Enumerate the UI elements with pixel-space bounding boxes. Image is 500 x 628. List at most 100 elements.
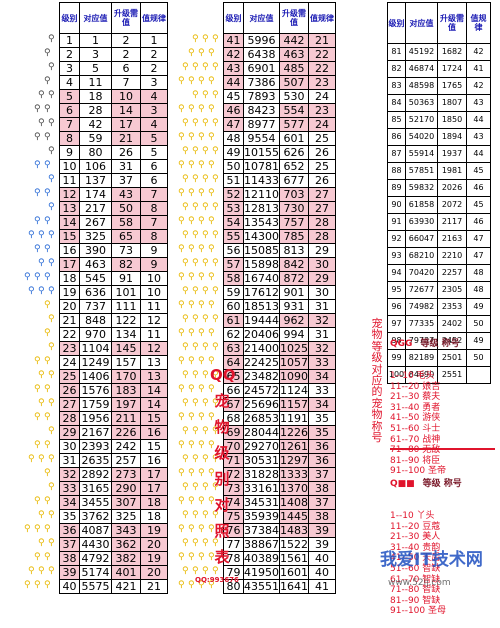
bone-icon: ⚲ — [202, 342, 209, 352]
table-row: 49 10155 626 26 — [223, 145, 336, 160]
cell-level: 3 — [59, 61, 80, 76]
bone-icon: ⚲ — [48, 538, 55, 548]
bone-icon: ⚲ — [208, 384, 215, 394]
cell-value: 37384 — [243, 523, 280, 538]
cell-pattern: 4 — [140, 89, 168, 104]
cell-value: 59 — [79, 131, 112, 146]
table-row: 87 55914 1937 44 — [387, 145, 491, 163]
cell-pattern: 12 — [140, 313, 168, 328]
watermark-text: 我爱IT技术网 — [380, 550, 483, 570]
cell-value: 57851 — [405, 162, 438, 180]
table-row: 48 9554 601 25 — [223, 131, 336, 146]
cell-pattern: 37 — [308, 467, 336, 482]
bone-icon: ⚲ — [44, 468, 51, 478]
cell-value: 52170 — [405, 111, 438, 129]
legend-q-brand: Q■■ — [390, 479, 415, 490]
cell-level: 67 — [223, 397, 244, 412]
bone-icon: ⚲ — [212, 398, 219, 408]
bone-icon: ⚲ — [34, 440, 41, 450]
bone-icon: ⚲ — [182, 230, 189, 240]
cell-value: 33161 — [243, 481, 280, 496]
cell-pattern: 34 — [308, 397, 336, 412]
bone-icon: ⚲ — [178, 216, 185, 226]
bone-icon: ⚲ — [182, 202, 189, 212]
table-row: 45 7893 530 24 — [223, 89, 336, 104]
bone-icon: ⚲ — [48, 510, 55, 520]
bone-icon: ⚲ — [212, 34, 219, 44]
bone-icon: ⚲ — [38, 370, 45, 380]
cell-level: 12 — [59, 187, 80, 202]
bone-icon: ⚲ — [192, 286, 199, 296]
bone-icon: ⚲ — [202, 482, 209, 492]
cell-upgrade: 145 — [111, 341, 141, 356]
bone-icon: ⚲ — [188, 300, 195, 310]
bone-icon: ⚲ — [212, 118, 219, 128]
cell-value: 848 — [79, 313, 112, 328]
bone-icon: ⚲ — [38, 454, 45, 464]
cell-pattern: 3 — [140, 75, 168, 90]
cell-level: 9 — [59, 145, 80, 160]
cell-upgrade: 10 — [111, 89, 141, 104]
bone-icon: ⚲ — [192, 510, 199, 520]
cell-level: 7 — [59, 117, 80, 132]
cell-upgrade: 1370 — [279, 481, 309, 496]
cell-pattern: 19 — [140, 551, 168, 566]
cell-level: 43 — [223, 61, 244, 76]
cell-pattern: 49 — [466, 332, 491, 350]
cell-upgrade: 82 — [111, 257, 141, 272]
cell-pattern: 45 — [466, 196, 491, 214]
cell-pattern: 13 — [140, 369, 168, 384]
cell-upgrade: 1090 — [279, 369, 309, 384]
cell-value: 390 — [79, 243, 112, 258]
bone-icon: ⚲ — [202, 202, 209, 212]
cell-value: 545 — [79, 271, 112, 286]
table-row: 11 137 37 6 — [59, 173, 168, 188]
table-row: 93 68210 2210 47 — [387, 247, 491, 265]
bone-icon: ⚲ — [208, 132, 215, 142]
table-row: 80 43551 1641 41 — [223, 579, 336, 594]
cell-value: 59832 — [405, 179, 438, 197]
cell-pattern: 33 — [308, 383, 336, 398]
cell-pattern: 31 — [308, 299, 336, 314]
cell-pattern: 11 — [140, 327, 168, 342]
cell-value: 1759 — [79, 397, 112, 412]
cell-level: 41 — [223, 33, 244, 48]
cell-value: 3762 — [79, 509, 112, 524]
table-row: 30 2393 242 15 — [59, 439, 168, 454]
bone-icon: ⚲ — [198, 412, 205, 422]
cell-upgrade: 507 — [279, 75, 309, 90]
level-table-1: 级别 对应值 升级需值 值规律 1 1 2 1 2 3 2 2 3 5 6 2 4 11 7 3 5 18 10 4 6… — [59, 2, 168, 594]
table-row: 29 2167 226 16 — [59, 425, 168, 440]
bone-icon: ⚲ — [178, 552, 185, 562]
bone-icon: ⚲ — [212, 510, 219, 520]
cell-value: 16740 — [243, 271, 280, 286]
bone-icon: ⚲ — [44, 356, 51, 366]
level-table-2: 级别 对应值 升级需值 值规律 41 5996 442 21 42 6438 463 22 43… — [223, 2, 336, 594]
cell-level: 81 — [387, 43, 406, 61]
bone-icon: ⚲ — [44, 384, 51, 394]
table-row: 35 3762 325 18 — [59, 509, 168, 524]
cell-upgrade: 1226 — [279, 425, 309, 440]
bone-icon: ⚲ — [208, 216, 215, 226]
bone-icon: ⚲ — [178, 328, 185, 338]
cell-value: 24572 — [243, 383, 280, 398]
cell-level: 59 — [223, 285, 244, 300]
table-row: 84 50363 1807 43 — [387, 94, 491, 112]
cell-value: 10781 — [243, 159, 280, 174]
cell-upgrade: 785 — [279, 229, 309, 244]
table-row: 94 70420 2257 48 — [387, 264, 491, 282]
cell-level: 75 — [223, 509, 244, 524]
cell-pattern: 35 — [308, 411, 336, 426]
cell-level: 96 — [387, 298, 406, 316]
cell-value: 1576 — [79, 383, 112, 398]
cell-upgrade: 197 — [111, 397, 141, 412]
cell-upgrade: 677 — [279, 173, 309, 188]
table-row: 17 463 82 9 — [59, 257, 168, 272]
cell-pattern: 9 — [140, 257, 168, 272]
cell-level: 49 — [223, 145, 244, 160]
cell-level: 89 — [387, 179, 406, 197]
bone-icon: ⚲ — [198, 244, 205, 254]
table-row: 58 16740 872 29 — [223, 271, 336, 286]
cell-value: 18 — [79, 89, 112, 104]
table-row: 60 18513 931 31 — [223, 299, 336, 314]
